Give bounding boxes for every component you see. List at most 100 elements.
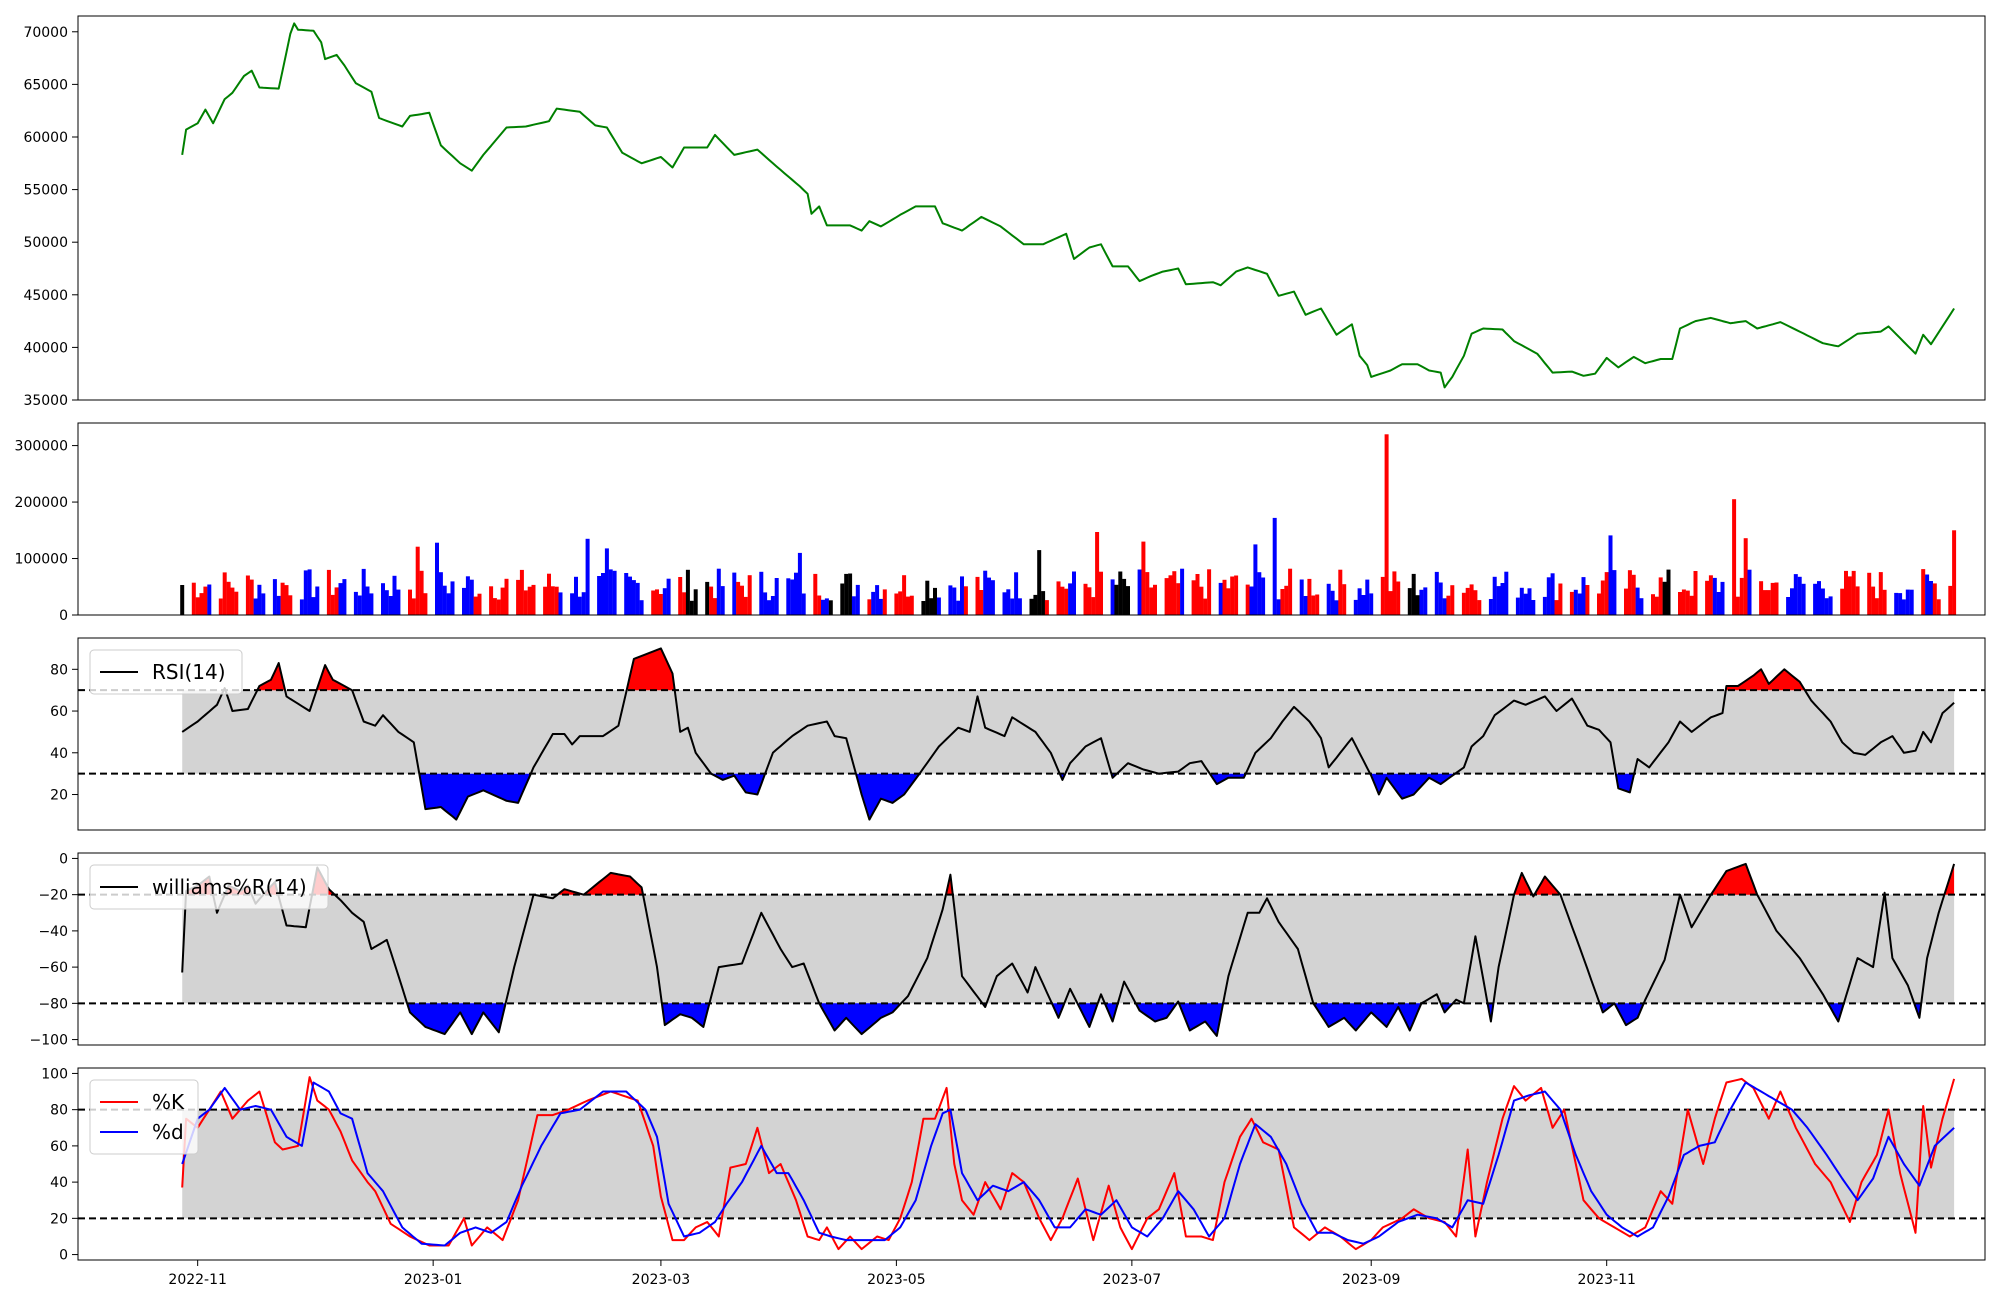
volume-bar: [1840, 588, 1845, 615]
volume-bar: [1411, 573, 1416, 615]
price-panel-frame: [77, 15, 1986, 401]
volume-bar: [821, 599, 825, 615]
volume-bar: [411, 598, 416, 615]
volume-bar: [1029, 598, 1034, 615]
volume-bar: [882, 589, 887, 615]
stochastic-y-tick-label: 60: [50, 1139, 68, 1155]
volume-bar: [624, 573, 629, 615]
volume-bar: [207, 584, 212, 615]
volume-bar: [948, 585, 953, 615]
volume-bar: [1461, 592, 1466, 615]
legend-label: williams%R(14): [152, 875, 307, 899]
volume-bar: [1207, 569, 1212, 615]
volume-bar: [612, 570, 617, 615]
volume-bar: [1558, 583, 1563, 615]
volume-bar: [878, 598, 883, 615]
volume-bar: [655, 589, 659, 615]
volume-bar: [759, 571, 764, 615]
volume-bar: [1519, 587, 1524, 615]
volume-bar: [1894, 592, 1899, 615]
volume-bar: [1851, 570, 1856, 615]
x-tick-label: 2023-11: [1577, 1272, 1636, 1288]
williams-line: [181, 862, 1956, 1037]
volume-bar: [489, 586, 494, 615]
williams-overbought-fill: [1710, 863, 1758, 895]
volume-bar: [276, 595, 281, 615]
volume-bar: [747, 575, 752, 615]
volume-bar: [299, 599, 304, 615]
volume-bar: [1905, 589, 1910, 615]
volume-bar: [1766, 590, 1771, 615]
volume-bar: [1739, 577, 1744, 615]
volume-bar: [1083, 583, 1088, 615]
stochastic-panel-frame: [77, 1067, 1986, 1261]
volume-bar: [369, 593, 374, 615]
volume-bar: [1249, 586, 1254, 615]
volume-bar: [1901, 599, 1906, 615]
volume-bar: [1504, 571, 1509, 615]
volume-bar: [330, 594, 335, 615]
legend-box: [89, 649, 243, 695]
volume-bar: [261, 593, 266, 615]
rsi-y-tick-label: 80: [50, 662, 68, 678]
volume-bar: [1500, 583, 1505, 615]
volume-bar: [1396, 581, 1401, 615]
volume-bar: [1118, 571, 1123, 615]
volume-bar: [1442, 598, 1447, 615]
volume-bar: [1708, 575, 1713, 615]
volume-bar: [249, 579, 254, 615]
volume-bar: [1014, 572, 1019, 615]
williams-y-tick-label: 0: [59, 851, 68, 867]
volume-bar: [1828, 596, 1833, 615]
volume-bar: [1488, 599, 1493, 615]
volume-bar: [1496, 586, 1501, 615]
volume-bar: [1095, 532, 1100, 615]
volume-bar: [848, 573, 853, 615]
volume-bar: [1099, 571, 1103, 615]
volume-bar: [1299, 579, 1304, 615]
volume-bar: [1774, 582, 1779, 615]
volume-bar: [1342, 584, 1347, 615]
volume-bar: [1867, 572, 1872, 615]
williams-oversold-fill: [1313, 1003, 1422, 1031]
volume-bar: [1068, 583, 1073, 615]
volume-bar: [543, 586, 548, 615]
volume-bar: [477, 593, 482, 615]
volume-bar: [1438, 582, 1443, 615]
volume-bar: [678, 577, 683, 615]
volume-bar: [1631, 574, 1636, 615]
volume-bar: [1261, 577, 1266, 615]
volume-bar: [871, 591, 876, 615]
volume-bar: [519, 569, 524, 615]
volume-bar: [1681, 589, 1686, 615]
volume-bar: [1793, 574, 1798, 615]
volume-bar: [1006, 589, 1011, 615]
stochastic-y-tick-label: 0: [59, 1248, 68, 1264]
volume-y-tick-label: 100000: [15, 552, 68, 568]
williams-oversold-fill: [1051, 1003, 1065, 1018]
volume-y-tick-label: 0: [59, 608, 68, 624]
volume-bar: [1253, 544, 1258, 615]
volume-bar: [234, 591, 239, 615]
volume-bar: [1932, 583, 1937, 615]
volume-bar: [342, 579, 347, 615]
volume-bar: [1338, 569, 1343, 615]
volume-bar: [1770, 582, 1775, 615]
volume-bar: [245, 575, 250, 615]
volume-bar: [1280, 589, 1285, 615]
williams-panel: 0 −20 −40 −60 −80 −100 williams%R(14): [30, 851, 1986, 1049]
volume-bar: [315, 586, 320, 615]
volume-bar: [353, 591, 358, 615]
volume-bar: [1114, 584, 1119, 615]
volume-bar: [604, 548, 609, 615]
volume-bar: [1002, 592, 1007, 615]
volume-bar: [1693, 571, 1698, 615]
volume-bar: [909, 595, 914, 615]
volume-bar: [1817, 581, 1821, 615]
volume-bar: [875, 585, 880, 615]
volume-bar: [608, 569, 613, 615]
williams-oversold-fill: [1077, 1003, 1098, 1027]
volume-bar: [1203, 598, 1208, 615]
volume-bar: [311, 597, 316, 615]
